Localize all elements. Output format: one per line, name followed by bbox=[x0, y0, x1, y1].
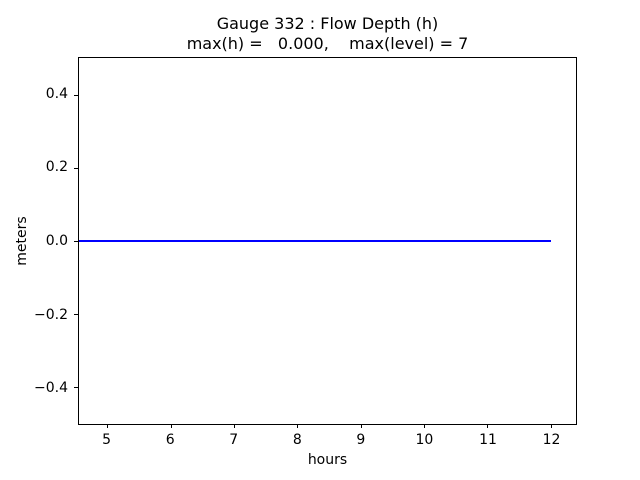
x-tick-mark bbox=[550, 424, 552, 428]
y-tick-mark bbox=[74, 314, 78, 316]
chart-title-block: Gauge 332 : Flow Depth (h) max(h) = 0.00… bbox=[78, 14, 577, 54]
x-tick-mark bbox=[297, 424, 299, 428]
plot-area bbox=[74, 57, 577, 428]
x-tick-label: 7 bbox=[229, 432, 239, 448]
y-axis-label: meters bbox=[14, 216, 30, 266]
x-tick-mark bbox=[234, 424, 236, 428]
y-tick-mark bbox=[74, 167, 78, 169]
x-tick-label: 5 bbox=[102, 432, 112, 448]
y-tick-label: 0.2 bbox=[45, 159, 68, 176]
x-tick-labels: 5 6 7 8 9 10 11 12 bbox=[78, 432, 577, 448]
y-tick-label: −0.2 bbox=[34, 306, 68, 323]
y-tick-label: 0.4 bbox=[45, 85, 68, 102]
x-tick-label: 12 bbox=[542, 432, 561, 448]
x-tick-mark bbox=[424, 424, 426, 428]
x-tick-mark bbox=[170, 424, 172, 428]
x-tick-mark bbox=[107, 424, 109, 428]
y-tick-label: 0.0 bbox=[45, 233, 68, 249]
x-tick-label: 8 bbox=[292, 432, 302, 448]
y-tick-mark bbox=[74, 387, 78, 389]
y-tick-labels: 0.4 0.2 0.0 −0.2 −0.4 bbox=[0, 57, 68, 425]
y-tick-mark bbox=[74, 241, 78, 242]
y-tick-label: −0.4 bbox=[34, 380, 68, 397]
x-tick-mark bbox=[360, 424, 362, 428]
x-tick-label: 11 bbox=[479, 432, 497, 448]
flow-depth-h-line bbox=[79, 240, 551, 242]
x-tick-label: 6 bbox=[165, 432, 175, 448]
x-tick-label: 9 bbox=[356, 432, 366, 448]
x-axis-label: hours bbox=[307, 452, 348, 468]
x-tick-label: 10 bbox=[415, 432, 434, 448]
x-tick-mark bbox=[487, 424, 489, 428]
chart-title: Gauge 332 : Flow Depth (h) bbox=[216, 14, 439, 33]
chart-subtitle: max(h) = 0.000, max(level) = 7 bbox=[186, 34, 469, 53]
y-tick-mark bbox=[74, 94, 78, 96]
